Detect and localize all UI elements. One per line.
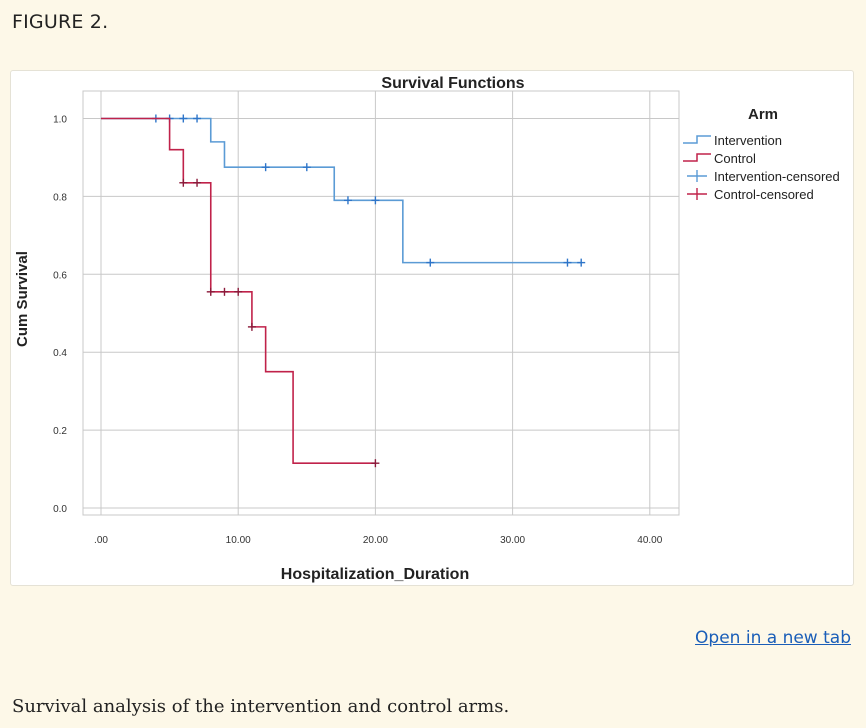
y-tick-label: 0.2 [53, 426, 67, 437]
legend-title: Arm [748, 106, 778, 123]
figure-caption: Survival analysis of the intervention an… [12, 696, 510, 717]
censor-mark-control [234, 287, 243, 296]
y-tick-label: 0.0 [53, 504, 67, 515]
legend-key-3 [687, 170, 707, 182]
censor-mark-intervention [179, 114, 188, 123]
legend-key-2 [683, 153, 711, 162]
plot-area [101, 114, 586, 468]
y-tick-label: 0.6 [53, 270, 67, 281]
censor-mark-intervention [371, 196, 380, 205]
censor-mark-intervention [302, 163, 311, 172]
censor-mark-control [179, 178, 188, 187]
figure-label: FIGURE 2. [12, 11, 109, 33]
x-tick-label: 30.00 [500, 535, 525, 546]
censor-mark-control [247, 322, 256, 331]
x-tick-label: 10.00 [226, 535, 251, 546]
series-line-control [101, 117, 376, 465]
plot-border [82, 90, 680, 516]
y-tick-label: 1.0 [53, 115, 67, 126]
open-in-new-tab-link[interactable]: Open in a new tab [695, 628, 851, 648]
legend-label-3: Intervention-censored [714, 169, 840, 184]
censor-mark-intervention [577, 258, 586, 267]
censor-mark-control [371, 459, 380, 468]
censor-mark-intervention [343, 196, 352, 205]
legend-label-4: Control-censored [714, 187, 814, 202]
y-tick-label: 0.4 [53, 348, 67, 359]
x-axis-label: Hospitalization_Duration [281, 566, 469, 583]
censor-mark-intervention [563, 258, 572, 267]
censor-mark-intervention [193, 114, 202, 123]
x-tick-label: 40.00 [637, 535, 662, 546]
tick-labels: 0.0 0.2 0.4 0.6 0.8 1.0 .00 10.00 20.00 30.00 40.0… [53, 115, 663, 547]
y-axis-label: Cum Survival [14, 251, 31, 347]
legend-label-1: Intervention [714, 133, 782, 148]
legend-label-2: Control [714, 151, 756, 166]
censor-mark-control [206, 287, 215, 296]
chart-title: Survival Functions [381, 75, 524, 92]
x-tick-label: .00 [94, 535, 108, 546]
y-tick-label: 0.8 [53, 192, 67, 203]
survival-chart: Survival Functions 0.0 0.2 0.4 0.6 0.8 1.0 .00… [14, 75, 840, 583]
legend-key-4 [687, 188, 707, 200]
censor-mark-control [193, 178, 202, 187]
legend: Arm Intervention Control Intervention-cens… [683, 106, 840, 202]
figure-frame: Survival Functions 0.0 0.2 0.4 0.6 0.8 1.0 .00… [10, 70, 854, 586]
series-line-intervention [101, 117, 582, 264]
grid-lines [82, 90, 680, 516]
x-tick-label: 20.00 [363, 535, 388, 546]
censor-mark-intervention [261, 163, 270, 172]
censor-mark-intervention [426, 258, 435, 267]
legend-key-1 [683, 135, 711, 144]
censor-mark-control [220, 287, 229, 296]
